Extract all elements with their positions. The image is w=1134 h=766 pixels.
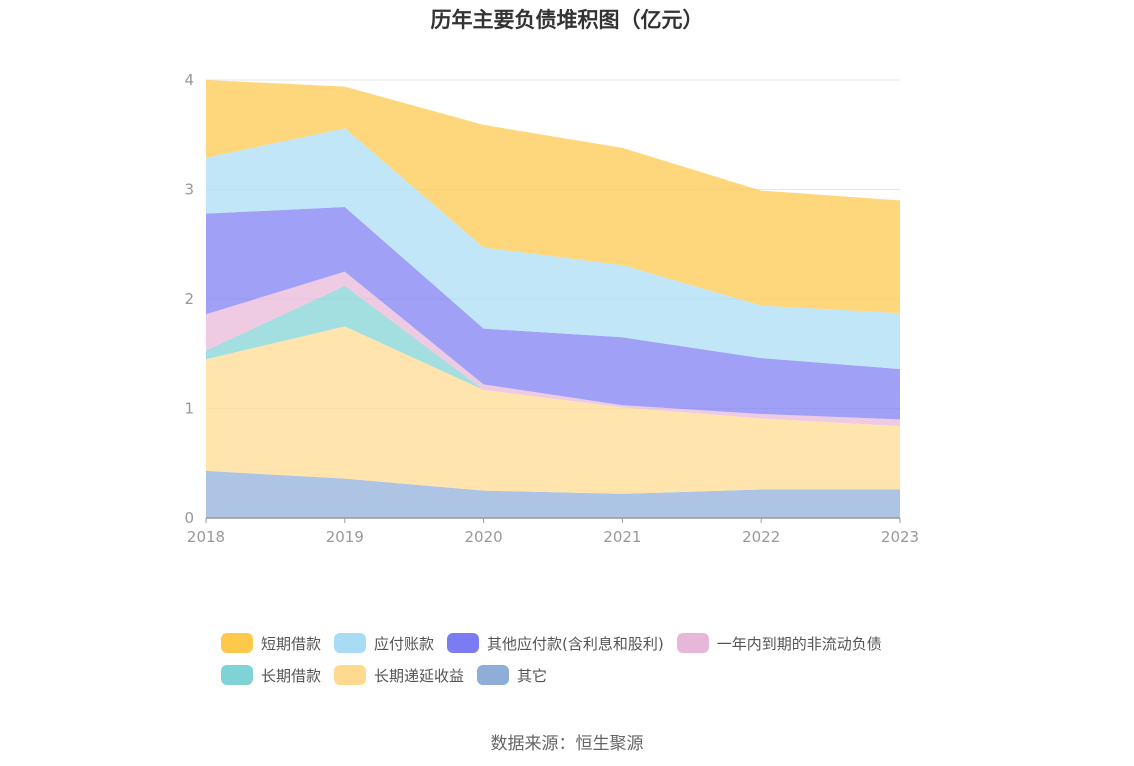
area-series-应付账款[interactable] [206,128,900,370]
x-tick-label: 2018 [187,528,225,546]
legend: 短期借款 应付账款 其他应付款(含利息和股利) 一年内到期的非流动负债 长期借款 长期递… [221,630,941,694]
y-tick-label: 4 [184,71,194,89]
stacked-area-chart: 0 1 2 3 4 2018 2019 2020 2021 2022 2023 [184,71,919,546]
legend-item[interactable]: 应付账款 [334,633,434,654]
y-tick-label: 1 [184,400,194,418]
area-series-短期借款[interactable] [206,80,900,314]
legend-swatch [334,633,367,653]
legend-label: 短期借款 [261,634,322,653]
legend-label: 应付账款 [374,634,435,653]
legend-swatch [676,633,709,653]
area-series [206,80,900,518]
y-tick-label: 0 [184,509,194,527]
legend-label: 一年内到期的非流动负债 [716,634,882,653]
legend-row: 短期借款 应付账款 其他应付款(含利息和股利) 一年内到期的非流动负债 [221,630,941,656]
area-series-长期借款[interactable] [206,285,900,426]
legend-swatch [477,665,510,685]
x-tick-label: 2019 [326,528,364,546]
legend-item[interactable]: 其它 [477,665,547,686]
legend-swatch [334,665,367,685]
legend-item[interactable]: 其他应付款(含利息和股利) [447,633,664,654]
x-tick-label: 2023 [881,528,919,546]
area-series-一年内到期的非流动负债[interactable] [206,271,900,426]
x-tick-label: 2022 [742,528,780,546]
legend-item[interactable]: 长期借款 [221,665,321,686]
x-tick-label: 2020 [465,528,503,546]
axes: 0 1 2 3 4 2018 2019 2020 2021 2022 2023 [184,71,919,546]
y-tick-label: 3 [184,181,194,199]
area-series-长期递延收益[interactable] [206,326,900,494]
area-series-其它[interactable] [206,470,900,518]
legend-swatch [447,633,480,653]
data-source-note: 数据来源：恒生聚源 [490,734,644,754]
legend-row: 长期借款 长期递延收益 其它 [221,662,941,688]
area-series-其他应付款(含利息和股利)[interactable] [206,207,900,420]
chart-title: 历年主要负债堆积图（亿元） [430,8,704,32]
y-tick-label: 2 [184,290,194,308]
x-tick-label: 2021 [603,528,641,546]
legend-label: 其他应付款(含利息和股利) [487,634,664,653]
legend-item[interactable]: 一年内到期的非流动负债 [676,633,882,654]
legend-item[interactable]: 长期递延收益 [334,665,464,686]
legend-item[interactable]: 短期借款 [221,633,321,654]
legend-label: 长期递延收益 [374,666,465,685]
legend-label: 其它 [517,666,548,685]
legend-swatch [221,665,253,685]
legend-swatch [221,633,253,653]
legend-label: 长期借款 [261,666,322,685]
